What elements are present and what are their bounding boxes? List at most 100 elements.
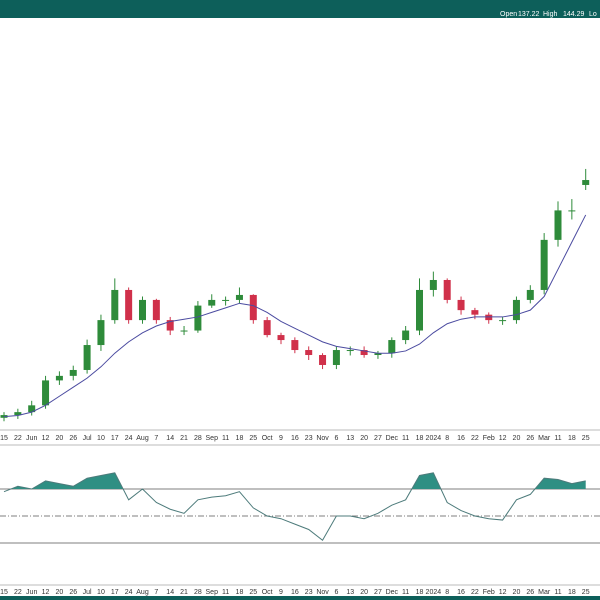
x-tick-label: 17 <box>111 589 119 596</box>
x-tick-label: 22 <box>14 589 22 596</box>
x-tick-label: Dec <box>386 435 399 442</box>
x-tick-label: 20 <box>513 589 521 596</box>
rsi-line <box>3 472 586 542</box>
x-tick-label: 27 <box>374 589 382 596</box>
candle-body <box>166 320 174 331</box>
candle-body <box>568 210 576 212</box>
x-tick-label: 24 <box>125 589 133 596</box>
x-tick-label: 20 <box>360 435 368 442</box>
candle-body <box>402 330 410 341</box>
x-tick-label: 26 <box>69 589 77 596</box>
x-tick-label: 12 <box>42 589 50 596</box>
x-tick-label: 16 <box>291 589 299 596</box>
candle-body <box>554 210 562 240</box>
x-tick-label: Jun <box>26 589 37 596</box>
x-tick-label: 8 <box>445 435 449 442</box>
x-tick-label: 15 <box>0 589 8 596</box>
x-tick-label: 16 <box>291 435 299 442</box>
candle-body <box>388 340 396 354</box>
x-tick-label: 12 <box>499 589 507 596</box>
x-tick-label: 26 <box>526 435 534 442</box>
x-tick-label: Jun <box>26 435 37 442</box>
candle-body <box>582 180 590 185</box>
x-tick-label: 18 <box>568 435 576 442</box>
header-value: 144.29 <box>563 11 585 18</box>
x-tick-label: 11 <box>554 435 561 442</box>
moving-average <box>3 214 587 418</box>
candle-body <box>152 299 160 321</box>
x-tick-label: 27 <box>374 435 382 442</box>
x-tick-label: Sep <box>206 589 219 596</box>
x-tick-label: 26 <box>69 435 77 442</box>
candle-body <box>97 320 105 346</box>
x-tick-label: 20 <box>513 435 521 442</box>
x-tick-label: 17 <box>111 435 119 442</box>
x-tick-label: 11 <box>554 589 561 596</box>
x-tick-label: 11 <box>402 435 409 442</box>
header-bar <box>0 0 600 18</box>
x-tick-label: 24 <box>125 435 133 442</box>
header-label: Lo <box>589 11 597 18</box>
candle-body <box>125 289 133 321</box>
candle-body <box>319 355 327 365</box>
candle-body <box>526 289 534 300</box>
x-tick-label: 9 <box>279 589 283 596</box>
candle-body <box>346 350 354 352</box>
x-tick-label: 10 <box>97 435 105 442</box>
x-tick-label: Nov <box>316 589 329 596</box>
x-tick-label: 22 <box>14 435 22 442</box>
x-tick-label: 21 <box>180 589 188 596</box>
x-tick-label: 18 <box>236 435 244 442</box>
candle-body <box>332 350 340 365</box>
x-tick-label: 22 <box>471 589 479 596</box>
x-tick-label: 6 <box>334 435 338 442</box>
x-tick-label: 2024 <box>426 589 442 596</box>
candle-body <box>471 310 479 315</box>
x-tick-label: 8 <box>445 589 449 596</box>
candle-body <box>180 330 188 332</box>
candle-body <box>14 412 22 416</box>
x-tick-label: 12 <box>499 435 507 442</box>
x-tick-label: 13 <box>346 589 354 596</box>
candle-body <box>139 299 146 321</box>
candle-body <box>42 380 50 406</box>
x-tick-label: Nov <box>316 435 329 442</box>
x-tick-label: 22 <box>471 435 479 442</box>
x-tick-label: 11 <box>402 589 409 596</box>
candle-body <box>249 294 257 321</box>
candle-body <box>457 299 465 311</box>
footer-bar <box>0 596 600 600</box>
x-tick-label: 25 <box>582 435 590 442</box>
x-tick-label: Jul <box>83 435 92 442</box>
x-tick-label: 10 <box>97 589 105 596</box>
candle-body <box>305 350 313 356</box>
x-tick-label: 18 <box>416 589 424 596</box>
candle-body <box>512 299 520 321</box>
x-tick-label: 7 <box>154 589 158 596</box>
x-tick-label: 26 <box>526 589 534 596</box>
x-tick-label: Oct <box>262 435 273 442</box>
header-label: High <box>543 11 558 18</box>
x-tick-label: Mar <box>538 435 551 442</box>
candle-body <box>277 335 285 341</box>
x-tick-label: 25 <box>249 589 257 596</box>
x-tick-label: 16 <box>457 435 465 442</box>
candle-body <box>291 340 299 351</box>
header-value: 137.22 <box>518 11 540 18</box>
x-tick-label: Dec <box>386 589 399 596</box>
candle-body <box>235 294 243 300</box>
x-tick-label: 25 <box>249 435 257 442</box>
x-tick-label: Aug <box>136 589 149 596</box>
candle-body <box>263 320 271 336</box>
candle-body <box>28 405 36 413</box>
x-tick-label: 23 <box>305 589 313 596</box>
candle-body <box>429 279 437 290</box>
candle-body <box>194 305 202 331</box>
x-tick-label: 18 <box>568 589 576 596</box>
candle-body <box>443 279 451 300</box>
x-tick-label: 20 <box>56 589 64 596</box>
candle-body <box>69 369 77 376</box>
x-tick-label: 7 <box>154 435 158 442</box>
x-tick-label: 14 <box>166 435 174 442</box>
candle-body <box>83 345 91 370</box>
